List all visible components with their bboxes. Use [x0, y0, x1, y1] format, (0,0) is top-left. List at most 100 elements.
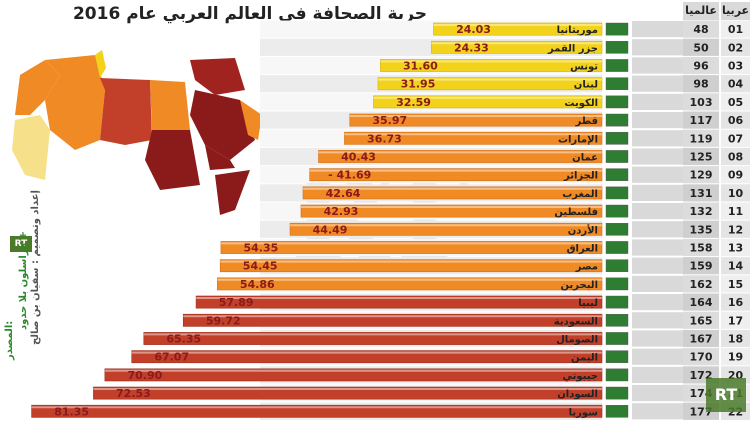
flag-cell-background [632, 203, 685, 220]
map-sudan [145, 130, 200, 190]
arab-rank-cell [721, 147, 750, 166]
arab-rank-value: 16 [728, 296, 744, 309]
arab-rank-value: 10 [728, 187, 744, 200]
world-rank-cell [683, 129, 719, 147]
world-rank-cell [683, 56, 719, 75]
world-rank-cell [683, 257, 719, 275]
score-bar [217, 277, 603, 291]
score-label: 31.60 [403, 60, 438, 73]
flag-cell-background [632, 21, 685, 38]
score-label: 36.73 [367, 132, 402, 145]
flag-cell-background [632, 239, 685, 256]
country-name: موريتانيا [557, 25, 598, 36]
country-name: مصر [575, 262, 598, 273]
score-bar [300, 204, 603, 218]
score-bar [219, 259, 603, 273]
world-rank-cell [683, 75, 719, 93]
arab-rank-value: 18 [728, 333, 743, 346]
flag-cell-background [632, 257, 685, 274]
arab-rank-cell [721, 293, 750, 311]
map-oman-uae [240, 100, 262, 140]
world-rank-value: 125 [690, 151, 713, 164]
world-rank-cell [683, 202, 719, 220]
flag-cell-background [632, 348, 685, 365]
world-rank-cell [683, 111, 719, 129]
score-label: 32.59 [396, 96, 431, 109]
flag-cell-background [632, 148, 685, 165]
flag-cell-background [632, 330, 685, 347]
score-bar [182, 313, 603, 327]
map-iraq-syria [190, 58, 245, 95]
country-name: سوريا [569, 407, 599, 418]
flag-cell-background [632, 166, 685, 183]
score-label: 54.35 [244, 242, 279, 255]
flag-cell-background [632, 221, 685, 238]
arab-rank-cell [721, 75, 750, 93]
arab-rank-cell [721, 93, 750, 111]
world-rank-value: 129 [690, 169, 713, 182]
world-rank-value: 164 [690, 296, 713, 309]
map-morocco [15, 60, 60, 115]
world-rank-cell [683, 329, 719, 348]
score-bar [289, 222, 603, 236]
country-name: الكويت [564, 98, 598, 109]
score-bar [220, 241, 603, 254]
country-name: الصومال [556, 335, 598, 346]
map-algeria [45, 55, 105, 150]
score-label: 65.35 [166, 333, 201, 346]
country-name: الإمارات [558, 134, 598, 145]
flag-icon [605, 259, 629, 273]
flag-icon [605, 241, 629, 254]
arab-rank-cell [721, 329, 750, 348]
world-rank-cell [683, 311, 719, 329]
arab-rank-value: 01 [728, 23, 743, 36]
flag-icon [605, 386, 629, 400]
flag-icon [605, 95, 629, 109]
country-name: عمان [572, 153, 598, 164]
world-rank-cell [683, 238, 719, 257]
flag-cell-background [632, 403, 685, 420]
flag-cell-background [632, 275, 685, 292]
country-name: جزر القمر [547, 43, 598, 54]
flag-icon [605, 204, 629, 218]
world-rank-value: 132 [690, 205, 713, 218]
arab-rank-cell [721, 202, 750, 220]
page-title: حرية الصحافة في العالم العربي عام 2016 [72, 4, 428, 24]
source-credits: RT المصدر: مراسلون بلا حدود + إعداد وتصم… [2, 170, 41, 360]
world-rank-value: 119 [690, 132, 713, 145]
flag-icon [605, 277, 629, 291]
score-label: 40.43 [341, 151, 376, 164]
flag-icon [605, 350, 629, 364]
score-label: 44.49 [313, 223, 348, 236]
flag-cell-background [632, 366, 685, 383]
flag-cell-background [632, 93, 685, 110]
score-bar [104, 368, 603, 382]
score-bar [309, 168, 603, 182]
country-name: تونس [570, 62, 598, 73]
rt-corner-logo: RT [706, 378, 746, 412]
country-name: اليمن [571, 353, 598, 364]
flag-icon [605, 168, 629, 182]
arab-world-map [12, 50, 262, 215]
world-rank-value: 48 [693, 23, 708, 36]
arab-rank-value: 09 [728, 169, 743, 182]
score-bar [344, 131, 603, 145]
world-rank-value: 170 [690, 351, 713, 364]
world-rank-value: 158 [690, 242, 713, 255]
map-tunisia [95, 50, 106, 78]
arab-rank-value: 05 [728, 96, 743, 109]
arab-rank-cell [721, 166, 750, 184]
score-bar [349, 113, 603, 127]
flag-icon [605, 295, 629, 309]
world-rank-header: عالميا [683, 2, 719, 20]
country-name: المغرب [562, 189, 598, 200]
flag-icon [605, 22, 629, 36]
score-label: 59.72 [206, 314, 241, 327]
score-label: 54.86 [240, 278, 275, 291]
map-libya [100, 78, 152, 145]
arab-rank-value: 04 [728, 78, 744, 91]
score-bar [318, 150, 603, 163]
score-label: 57.89 [219, 296, 254, 309]
score-bar [31, 404, 603, 418]
flag-icon [605, 113, 629, 127]
